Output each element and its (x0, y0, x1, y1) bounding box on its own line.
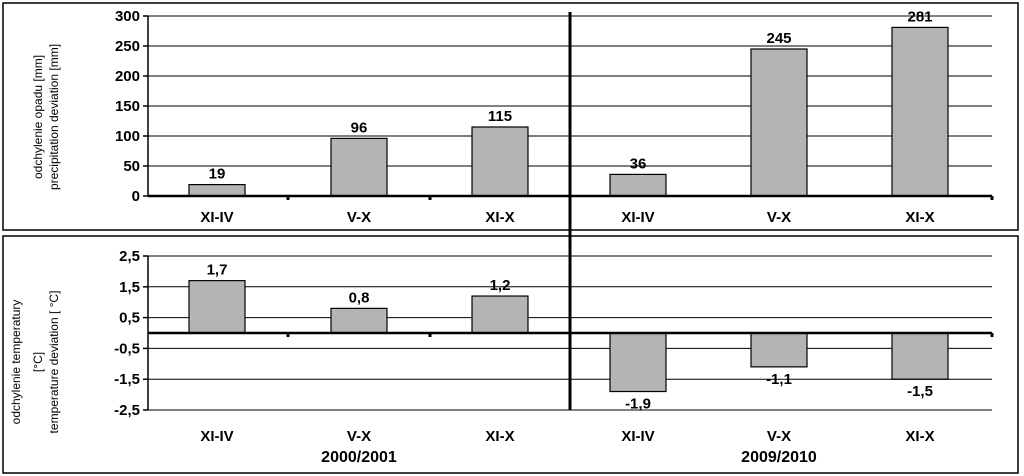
bottom-y-axis-title: odchylenie temperatury [°C] temperature … (9, 291, 61, 434)
precip-data-label: 19 (209, 166, 226, 183)
precip-chart: 0 50 100 150 200 250 300 19 XI-IV 96 V-X 115 XI-X 36 X… (115, 8, 994, 226)
temp-bar (188, 280, 246, 334)
precip-y-tick-label: 0 (132, 188, 140, 205)
precip-bar (330, 137, 388, 197)
precip-category-label: XI-X (905, 209, 934, 226)
temp-bar (891, 332, 949, 380)
temp-category-label: XI-IV (621, 428, 654, 445)
temp-y-tick-label: 2,5 (119, 248, 140, 265)
precip-data-label: 115 (488, 108, 512, 125)
precip-bar (750, 48, 808, 197)
precip-data-label: 96 (351, 119, 368, 136)
top-panel-frame (2, 2, 1019, 231)
temp-bar (750, 332, 808, 368)
temp-category-label: V-X (767, 428, 791, 445)
temp-category-label: V-X (347, 428, 371, 445)
temp-data-label: -1,9 (625, 396, 651, 413)
precip-data-label: 281 (907, 8, 932, 25)
precip-category-label: XI-IV (200, 209, 233, 226)
precip-y-tick-label: 150 (115, 98, 140, 115)
temp-y-tick-label: -1,5 (114, 371, 140, 388)
precip-bar (188, 184, 246, 197)
temp-bar (471, 295, 529, 334)
temp-y-tick-label: 0,5 (119, 310, 140, 327)
top-y-axis-title-line-1: odchylenie opadu [mm] (31, 55, 45, 179)
plot-layer: 0 50 100 150 200 250 300 19 XI-IV 96 V-X 115 XI-X 36 X… (114, 8, 994, 445)
precip-bar (471, 126, 529, 197)
precip-bar (609, 173, 667, 197)
temp-data-label: 1,7 (207, 262, 228, 279)
temp-y-tick-label: -0,5 (114, 340, 140, 357)
precip-y-tick-label: 200 (115, 68, 140, 85)
group-label-2000-2001: 2000/2001 (321, 449, 397, 466)
temp-y-tick-label: -2,5 (114, 402, 140, 419)
temp-bar (609, 332, 667, 393)
bottom-y-axis-title-line-3: temperature deviation [ °C] (47, 291, 61, 434)
temp-category-label: XI-IV (200, 428, 233, 445)
temp-data-label: 1,2 (490, 277, 511, 294)
precip-y-tick-label: 250 (115, 38, 140, 55)
precip-data-label: 245 (766, 30, 791, 47)
temp-bar (330, 307, 388, 334)
temp-category-label: XI-X (485, 428, 514, 445)
precip-bar (891, 26, 949, 197)
temp-data-label: -1,5 (907, 383, 933, 400)
bottom-y-axis-title-line-2: [°C] (31, 352, 45, 372)
temp-category-label: XI-X (905, 428, 934, 445)
top-y-axis-title-line-2: precipitation deviation [mm] (47, 44, 61, 190)
precip-category-label: XI-IV (621, 209, 654, 226)
precip-y-tick-label: 50 (123, 158, 140, 175)
group-label-2009-2010: 2009/2010 (741, 449, 817, 466)
temp-chart: -2,5 -1,5 -0,5 0,5 1,5 2,5 1,7 XI-IV 0,8 V-X 1,2 XI… (114, 248, 994, 445)
temp-data-label: 0,8 (349, 289, 370, 306)
temp-y-tick-label: 1,5 (119, 279, 140, 296)
bottom-y-axis-title-line-1: odchylenie temperatury (9, 300, 23, 425)
precip-data-label: 36 (630, 155, 647, 172)
precip-category-label: V-X (767, 209, 791, 226)
precip-category-label: XI-X (485, 209, 514, 226)
top-y-axis-title: odchylenie opadu [mm] precipitation devi… (31, 44, 61, 190)
precip-category-label: V-X (347, 209, 371, 226)
temp-data-label: -1,1 (766, 371, 792, 388)
precip-y-tick-label: 100 (115, 128, 140, 145)
bottom-panel-frame (2, 235, 1019, 474)
precip-y-tick-label: 300 (115, 8, 140, 25)
